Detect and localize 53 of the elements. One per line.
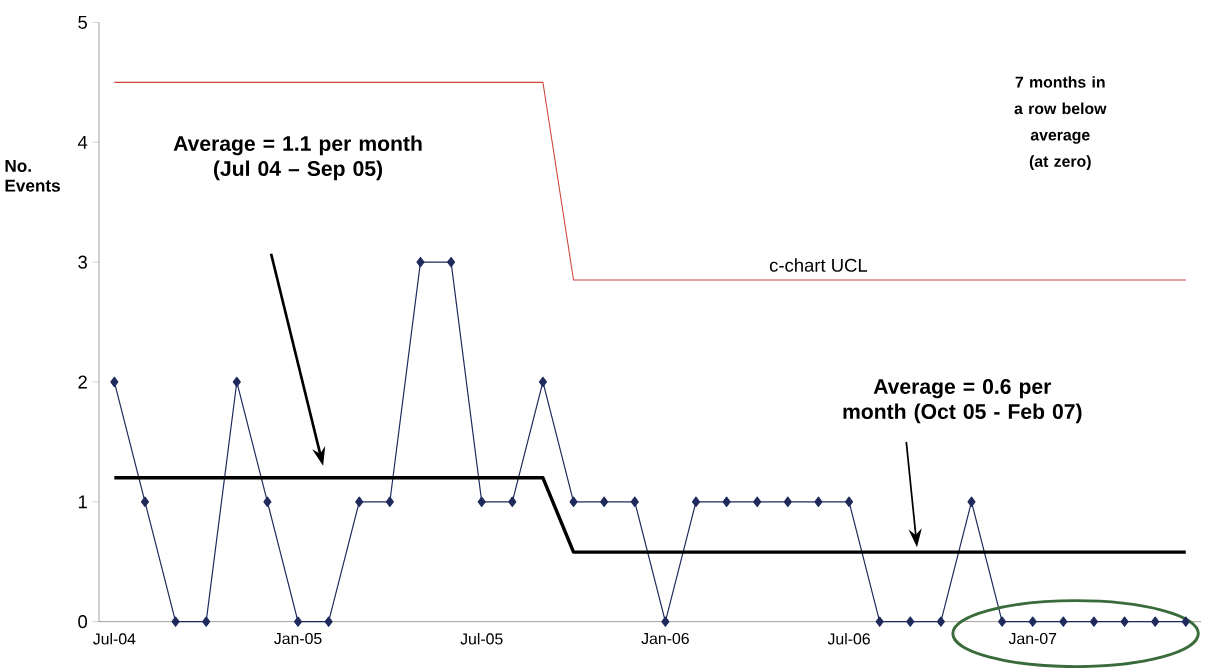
y-tick-label: 1	[78, 495, 87, 509]
point	[110, 376, 119, 388]
point	[722, 496, 731, 507]
point	[232, 376, 241, 388]
x-tick-label: Jan-07	[1008, 632, 1057, 645]
point	[753, 496, 762, 507]
point	[814, 496, 823, 507]
annotation: Average = 1.1 per month (Jul 04 – Sep 05)	[173, 135, 422, 181]
point	[385, 496, 394, 507]
point	[630, 496, 639, 507]
point	[324, 616, 333, 627]
point	[691, 496, 701, 507]
x-tick-label: Jan-06	[641, 632, 689, 645]
point	[661, 616, 670, 627]
point	[1089, 616, 1099, 627]
point	[416, 256, 425, 268]
point	[447, 256, 456, 268]
x-tick-label: Jan-05	[274, 632, 322, 645]
point	[263, 496, 272, 507]
y-tick-label: 4	[77, 135, 88, 149]
point	[477, 496, 486, 507]
x-tick-label: Jul-05	[460, 632, 503, 645]
annotation: 7 months in a row below average (at zero)	[1014, 76, 1107, 171]
point	[140, 496, 150, 507]
point	[569, 496, 578, 507]
point	[844, 496, 854, 507]
point	[783, 496, 792, 507]
y-tick-label: 2	[78, 375, 87, 389]
y-axis-title: No. Events	[5, 159, 60, 192]
point	[202, 616, 211, 627]
point	[875, 616, 884, 627]
annotation: Average = 0.6 per month (Oct 05 - Feb 07)	[843, 379, 1082, 424]
point	[293, 616, 303, 627]
point	[1120, 616, 1129, 627]
point	[936, 616, 945, 627]
y-tick-label: 5	[78, 15, 87, 29]
y-tick-label: 0	[78, 615, 88, 629]
point	[1181, 616, 1190, 627]
point	[171, 616, 180, 627]
point	[967, 496, 976, 507]
point	[998, 616, 1007, 627]
point	[1028, 616, 1037, 627]
x-tick-label: Jul-04	[93, 632, 136, 645]
point	[600, 496, 609, 507]
point	[1059, 616, 1068, 627]
point	[355, 496, 364, 507]
x-tick-label: Jul-06	[827, 632, 870, 645]
point	[1151, 616, 1160, 627]
point	[508, 496, 517, 507]
series-label: c-chart UCL	[769, 258, 868, 272]
y-tick-label: 3	[78, 255, 87, 269]
point	[906, 616, 915, 627]
point	[538, 376, 547, 388]
